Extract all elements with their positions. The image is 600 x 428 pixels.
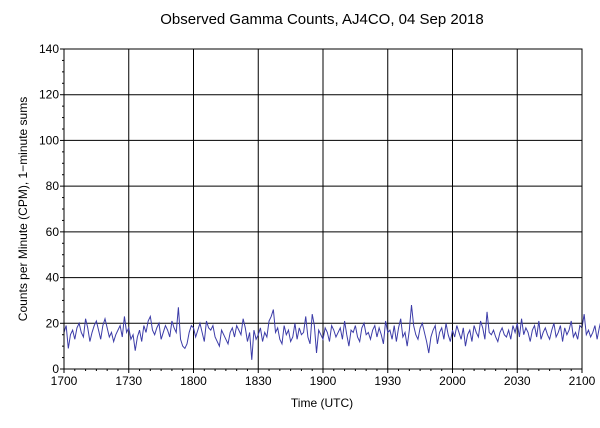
y-axis-label: Counts per Minute (CPM), 1−minute sums [16, 97, 30, 321]
x-tick-label: 1930 [374, 374, 401, 388]
y-tick-label: 120 [39, 88, 59, 102]
x-axis: 1700 1730 1800 1830 1900 1930 2000 2030 2100 [51, 369, 596, 388]
x-tick-label: 1800 [180, 374, 207, 388]
x-tick-label: 2030 [504, 374, 531, 388]
chart-title: Observed Gamma Counts, AJ4CO, 04 Sep 201… [160, 11, 484, 28]
grid [64, 49, 582, 369]
plot-frame [63, 48, 583, 370]
y-tick-label: 40 [46, 271, 60, 285]
x-tick-label: 1900 [310, 374, 337, 388]
x-tick-label: 2100 [569, 374, 596, 388]
x-axis-label: Time (UTC) [291, 396, 353, 410]
y-tick-label: 140 [39, 42, 59, 56]
y-tick-label: 20 [46, 316, 60, 330]
x-tick-label: 1730 [115, 374, 142, 388]
y-axis: 0 20 40 60 80 100 120 140 [39, 42, 64, 376]
y-tick-label: 60 [46, 225, 60, 239]
y-tick-label: 100 [39, 133, 59, 147]
y-tick-label: 80 [46, 179, 60, 193]
plot-area [63, 304, 600, 360]
x-tick-label: 2000 [439, 374, 466, 388]
x-tick-label: 1830 [245, 374, 272, 388]
x-tick-label: 1700 [51, 374, 78, 388]
y-tick-label: 0 [52, 362, 59, 376]
series-line [63, 304, 600, 360]
